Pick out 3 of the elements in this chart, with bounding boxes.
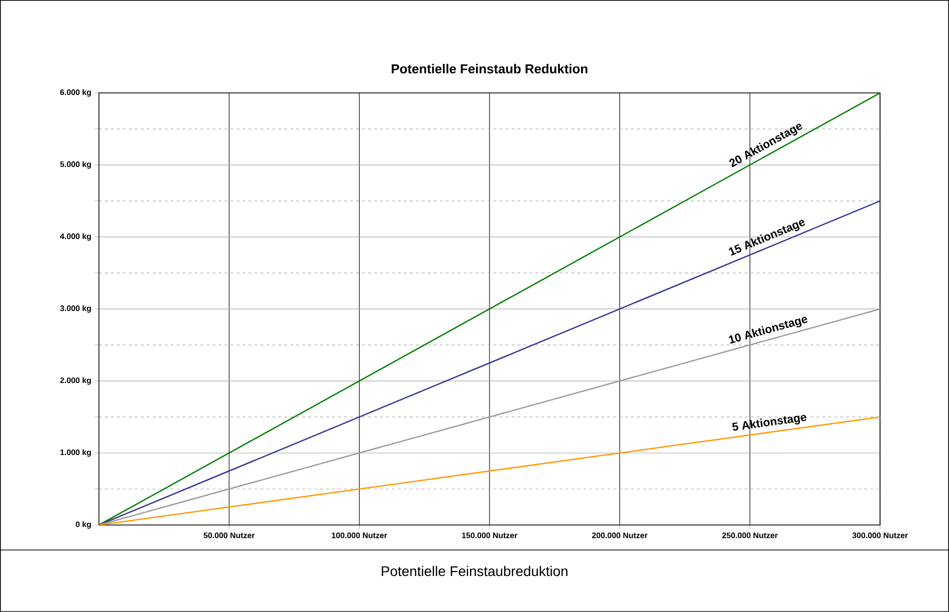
text: 5 Aktionstage: [732, 414, 806, 431]
chart-title: Potentielle Feinstaub Reduktion: [392, 64, 588, 74]
text: Potentielle Feinstaubreduktion: [382, 566, 568, 576]
